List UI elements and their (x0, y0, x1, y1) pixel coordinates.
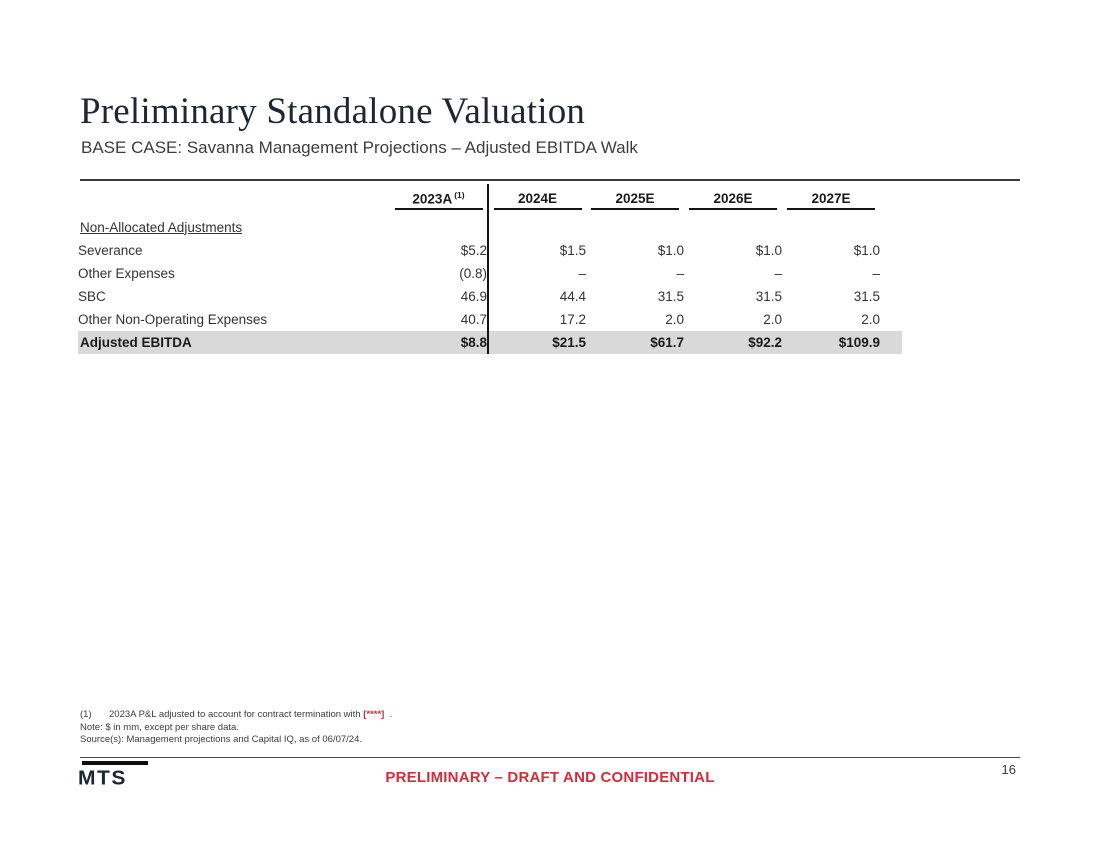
column-header-2026e: 2026E (684, 184, 782, 210)
table-row-other-non-operating: Other Non-Operating Expenses 40.7 17.2 2… (78, 308, 902, 331)
logo-bar (82, 761, 148, 765)
spacer-row (78, 210, 902, 215)
table-row-sbc: SBC 46.9 44.4 31.5 31.5 31.5 (78, 285, 902, 308)
cell-value: 2.0 (861, 312, 880, 327)
mts-logo: MTS (78, 761, 148, 791)
page-title: Preliminary Standalone Valuation (80, 91, 586, 132)
footnote-text: 2023A P&L adjusted to account for contra… (109, 709, 361, 720)
row-label: Severance (78, 243, 143, 258)
footnote-marker: (1) (80, 709, 92, 720)
cell-value: 2.0 (763, 312, 782, 327)
cell-value: (0.8) (459, 266, 487, 281)
cell-value: 31.5 (853, 289, 880, 304)
row-label: SBC (78, 289, 106, 304)
column-header-2025e: 2025E (586, 184, 684, 210)
cell-value: $1.5 (487, 239, 586, 262)
footnotes-block: (1) 2023A P&L adjusted to account for con… (80, 709, 392, 747)
logo-text: MTS (78, 767, 127, 789)
cell-value: 31.5 (755, 289, 782, 304)
column-header-2023a: 2023A (1) (390, 184, 488, 210)
cell-value: $1.0 (657, 243, 684, 258)
cell-value: – (676, 266, 684, 281)
footnote-source: Source(s): Management projections and Ca… (80, 734, 362, 745)
section-header-row: Non-Allocated Adjustments (78, 215, 902, 239)
cell-value: – (487, 262, 586, 285)
column-header-label: 2023A (412, 191, 453, 206)
row-label: Other Non-Operating Expenses (78, 312, 268, 327)
header-empty-cell (78, 184, 390, 210)
total-cell-value: $109.9 (838, 335, 880, 350)
cell-value: 46.9 (460, 289, 487, 304)
total-cell-value: $61.7 (650, 335, 684, 350)
footnote-1: (1) 2023A P&L adjusted to account for con… (80, 709, 392, 722)
cell-value: 40.7 (460, 312, 487, 327)
cell-value: 31.5 (657, 289, 684, 304)
page-subtitle: BASE CASE: Savanna Management Projection… (81, 138, 638, 157)
column-header-2024e: 2024E (487, 184, 586, 210)
page-number: 16 (1001, 762, 1016, 777)
footer-divider (80, 757, 1020, 758)
total-cell-value: $92.2 (748, 335, 782, 350)
ebitda-walk-table: 2023A (1) 2024E 2025E 2026E 2027E Non-All… (78, 184, 902, 354)
table-row-adjusted-ebitda-total: Adjusted EBITDA $8.8 $21.5 $61.7 $92.2 $… (78, 331, 902, 354)
cell-value: $1.0 (853, 243, 880, 258)
footnote-ref-superscript: (1) (454, 189, 465, 200)
footnote-suffix: . (389, 709, 393, 720)
footnote-note: Note: $ in mm, except per share data. (80, 721, 239, 733)
section-label: Non-Allocated Adjustments (80, 219, 243, 235)
cell-value: – (872, 266, 880, 281)
confidentiality-banner: PRELIMINARY – DRAFT AND CONFIDENTIAL (385, 769, 715, 786)
table-row-severance: Severance $5.2 $1.5 $1.0 $1.0 $1.0 (78, 239, 902, 262)
total-cell-value: $21.5 (487, 331, 586, 354)
total-row-label: Adjusted EBITDA (80, 335, 192, 350)
ebitda-walk-table-container: 2023A (1) 2024E 2025E 2026E 2027E Non-All… (78, 184, 902, 354)
cell-value: 2.0 (665, 312, 684, 327)
cell-value: $5.2 (460, 243, 487, 258)
cell-value: – (774, 266, 782, 281)
column-header-2027e: 2027E (782, 184, 880, 210)
redacted-text: [****] (363, 709, 385, 720)
cell-value: 44.4 (487, 285, 586, 308)
table-header-row: 2023A (1) 2024E 2025E 2026E 2027E (78, 184, 902, 210)
header-pad-cell (880, 184, 902, 210)
top-divider (80, 179, 1020, 181)
row-label: Other Expenses (78, 266, 175, 281)
cell-value: $1.0 (755, 243, 782, 258)
total-cell-value: $8.8 (460, 335, 487, 350)
cell-value: 17.2 (487, 308, 586, 331)
table-row-other-expenses: Other Expenses (0.8) – – – – (78, 262, 902, 285)
